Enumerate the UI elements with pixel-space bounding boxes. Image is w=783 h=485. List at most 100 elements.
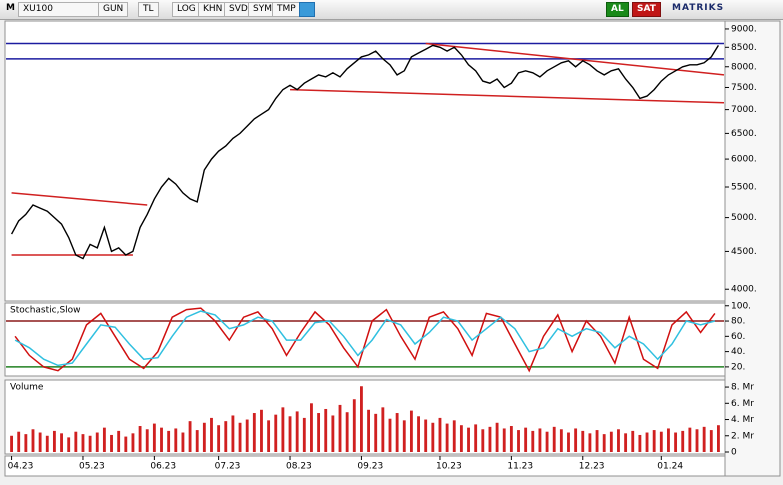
volume-bar bbox=[252, 413, 256, 452]
volume-bar bbox=[659, 431, 663, 452]
volume-bar bbox=[467, 427, 470, 452]
volume-bar bbox=[474, 424, 478, 452]
volume-bar bbox=[409, 410, 413, 452]
toolbar: M XU100 GUN TL LOG KHN SVD SYM TMP AL SA… bbox=[0, 0, 783, 20]
volume-bar bbox=[131, 433, 135, 452]
y-tick-label: 6500. bbox=[731, 129, 757, 139]
volume-bar bbox=[260, 409, 263, 452]
volume-bar bbox=[202, 422, 206, 452]
volume-bar bbox=[488, 426, 492, 452]
twitter-button[interactable] bbox=[299, 2, 315, 17]
volume-bar bbox=[352, 399, 356, 452]
volume-bar bbox=[38, 432, 42, 452]
volume-bar bbox=[295, 411, 299, 452]
volume-bar bbox=[345, 412, 349, 452]
volume-bar bbox=[188, 421, 192, 452]
volume-bar bbox=[395, 413, 399, 452]
stochastic-panel bbox=[4, 302, 726, 377]
tmp-button[interactable]: TMP bbox=[272, 2, 301, 17]
x-tick-label: 10.23 bbox=[436, 462, 462, 472]
panel-title: Volume bbox=[10, 383, 44, 393]
khn-button[interactable]: KHN bbox=[198, 2, 228, 17]
volume-bar bbox=[238, 422, 242, 452]
log-button[interactable]: LOG bbox=[172, 2, 201, 17]
volume-bar bbox=[374, 413, 378, 452]
volume-bar bbox=[17, 431, 21, 452]
volume-bar bbox=[102, 427, 106, 452]
y-tick-label: 8. Mr bbox=[731, 383, 754, 393]
value-axis bbox=[724, 20, 781, 477]
volume-bar bbox=[438, 417, 442, 452]
volume-bar bbox=[588, 433, 592, 452]
panel-title: Stochastic,Slow bbox=[10, 306, 81, 316]
volume-bar bbox=[274, 414, 278, 452]
x-tick-label: 05.23 bbox=[79, 462, 105, 472]
volume-bar bbox=[424, 419, 428, 452]
volume-bar bbox=[531, 430, 535, 452]
oscillator-line bbox=[14, 310, 716, 367]
x-tick-label: 12.23 bbox=[579, 462, 605, 472]
y-tick-label: 2. Mr bbox=[731, 431, 754, 441]
volume-bar bbox=[360, 386, 363, 452]
volume-bar bbox=[681, 430, 685, 452]
volume-bar bbox=[452, 420, 456, 452]
menu-button[interactable]: M bbox=[6, 3, 15, 13]
trend-line bbox=[425, 42, 725, 76]
volume-bar bbox=[574, 428, 578, 452]
volume-bar bbox=[45, 435, 49, 452]
volume-bar bbox=[367, 409, 370, 452]
volume-bar bbox=[402, 420, 406, 452]
chart: Stochastic,Slow Volume 4000. 4500. 5000. 55… bbox=[4, 20, 781, 477]
volume-bar bbox=[81, 434, 85, 452]
volume-bar bbox=[117, 430, 121, 452]
volume-bar bbox=[317, 413, 321, 452]
buy-button[interactable]: AL bbox=[606, 2, 629, 17]
volume-bar bbox=[702, 426, 706, 452]
volume-bar bbox=[388, 418, 392, 452]
volume-bar bbox=[338, 404, 342, 452]
y-tick-label: 4500. bbox=[731, 247, 757, 257]
volume-bar bbox=[517, 430, 520, 452]
volume-bar bbox=[310, 403, 313, 452]
y-tick-label: 4000. bbox=[731, 285, 757, 295]
volume-bar bbox=[381, 407, 385, 452]
volume-bar bbox=[231, 415, 235, 452]
volume-bar bbox=[160, 427, 163, 452]
volume-bar bbox=[210, 417, 213, 452]
x-tick-label: 09.23 bbox=[357, 462, 383, 472]
volume-bar bbox=[331, 415, 335, 452]
y-tick-label: 9000. bbox=[731, 24, 757, 34]
y-tick-label: 5000. bbox=[731, 213, 757, 223]
y-tick-label: 6. Mr bbox=[731, 399, 754, 409]
volume-bar bbox=[181, 432, 185, 452]
y-tick-label: 60. bbox=[731, 332, 745, 342]
price-line bbox=[10, 44, 719, 260]
volume-bar bbox=[609, 431, 613, 452]
x-tick-label: 07.23 bbox=[215, 462, 241, 472]
volume-bar bbox=[552, 426, 556, 452]
symbol-box[interactable]: XU100 bbox=[18, 2, 100, 17]
oscillator-line bbox=[14, 307, 716, 373]
volume-bar bbox=[667, 428, 670, 452]
volume-bar bbox=[595, 430, 599, 452]
volume-bar bbox=[431, 422, 435, 452]
volume-bar bbox=[445, 423, 449, 452]
y-tick-label: 0 bbox=[731, 448, 737, 458]
volume-bar bbox=[138, 426, 142, 452]
y-tick-label: 4. Mr bbox=[731, 415, 754, 425]
sell-button[interactable]: SAT bbox=[632, 2, 661, 17]
volume-bar bbox=[617, 429, 620, 452]
volume-bar bbox=[624, 433, 628, 452]
period-button[interactable]: GUN bbox=[98, 2, 129, 17]
x-tick-label: 06.23 bbox=[150, 462, 176, 472]
y-tick-label: 6000. bbox=[731, 155, 757, 165]
currency-button[interactable]: TL bbox=[138, 2, 159, 17]
volume-bar bbox=[31, 429, 35, 452]
volume-bar bbox=[417, 416, 420, 452]
volume-bar bbox=[288, 416, 292, 452]
volume-bar bbox=[302, 417, 306, 452]
volume-bar bbox=[645, 432, 649, 452]
volume-bar bbox=[74, 431, 78, 452]
volume-bar bbox=[717, 425, 720, 452]
x-tick-label: 04.23 bbox=[8, 462, 34, 472]
